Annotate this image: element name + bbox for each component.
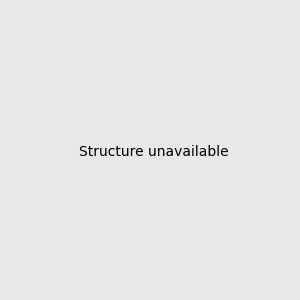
Text: Structure unavailable: Structure unavailable xyxy=(79,145,229,158)
